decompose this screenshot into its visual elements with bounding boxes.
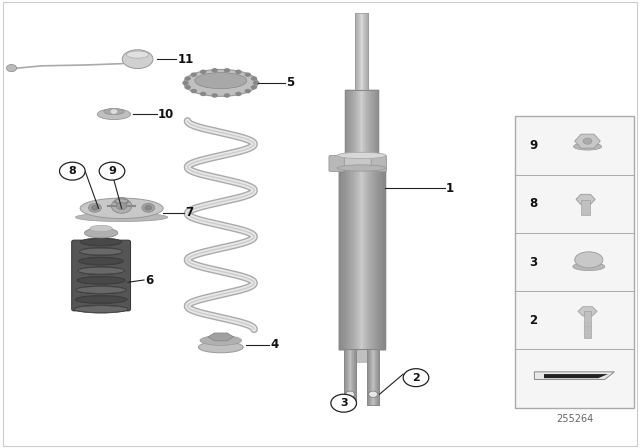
Text: 2: 2 [529, 314, 537, 327]
Circle shape [99, 162, 125, 180]
Circle shape [116, 202, 127, 210]
Ellipse shape [337, 155, 386, 168]
Circle shape [145, 206, 152, 210]
Circle shape [211, 93, 218, 98]
Ellipse shape [75, 296, 127, 304]
Ellipse shape [337, 165, 386, 171]
Ellipse shape [78, 267, 124, 274]
Ellipse shape [90, 225, 113, 232]
Text: 6: 6 [145, 273, 154, 287]
Ellipse shape [76, 213, 168, 222]
Ellipse shape [122, 50, 153, 69]
Circle shape [583, 138, 592, 144]
Text: 4: 4 [271, 338, 279, 352]
Ellipse shape [573, 143, 602, 150]
FancyBboxPatch shape [584, 311, 591, 338]
Text: 8: 8 [68, 166, 76, 176]
Ellipse shape [200, 336, 242, 345]
Ellipse shape [195, 73, 247, 89]
Polygon shape [576, 194, 595, 204]
Circle shape [191, 73, 197, 77]
Circle shape [244, 73, 251, 77]
Text: 10: 10 [158, 108, 174, 121]
FancyBboxPatch shape [581, 200, 590, 215]
Ellipse shape [81, 238, 122, 246]
Text: 9: 9 [529, 139, 537, 152]
Circle shape [118, 199, 125, 204]
FancyBboxPatch shape [515, 116, 634, 408]
Ellipse shape [127, 51, 148, 58]
Ellipse shape [76, 287, 126, 293]
FancyBboxPatch shape [329, 155, 344, 172]
Ellipse shape [76, 286, 126, 294]
Circle shape [236, 92, 242, 96]
Circle shape [88, 203, 101, 212]
Circle shape [142, 203, 155, 212]
Ellipse shape [337, 152, 386, 159]
Circle shape [346, 391, 355, 397]
Circle shape [224, 93, 230, 98]
Circle shape [115, 197, 128, 206]
Circle shape [200, 92, 206, 96]
Polygon shape [578, 307, 597, 316]
Circle shape [369, 391, 378, 397]
Ellipse shape [104, 108, 124, 115]
Ellipse shape [184, 69, 258, 96]
Text: 7: 7 [186, 206, 194, 220]
Circle shape [184, 76, 191, 81]
Circle shape [110, 109, 118, 114]
Circle shape [403, 369, 429, 387]
FancyBboxPatch shape [371, 155, 387, 172]
Ellipse shape [79, 257, 124, 265]
Ellipse shape [74, 306, 128, 313]
Circle shape [251, 85, 257, 90]
FancyBboxPatch shape [344, 349, 379, 363]
Polygon shape [534, 372, 614, 379]
Ellipse shape [79, 258, 124, 264]
Circle shape [60, 162, 85, 180]
Ellipse shape [575, 252, 603, 268]
Ellipse shape [198, 342, 243, 353]
Circle shape [224, 68, 230, 73]
Text: 3: 3 [529, 255, 537, 269]
Text: 255264: 255264 [556, 414, 593, 424]
Circle shape [184, 85, 191, 90]
Ellipse shape [77, 277, 125, 284]
Text: 11: 11 [177, 52, 193, 66]
Ellipse shape [74, 305, 128, 313]
Ellipse shape [77, 276, 125, 284]
Circle shape [200, 69, 206, 74]
Text: 9: 9 [108, 166, 116, 176]
Ellipse shape [80, 248, 122, 255]
Ellipse shape [80, 247, 122, 255]
Circle shape [6, 65, 17, 72]
Text: 2: 2 [412, 373, 420, 383]
Circle shape [111, 199, 132, 213]
Text: 8: 8 [529, 197, 537, 211]
Text: 3: 3 [340, 398, 348, 408]
Circle shape [251, 76, 257, 81]
Circle shape [191, 89, 197, 93]
Ellipse shape [573, 263, 605, 271]
Circle shape [253, 81, 259, 85]
Ellipse shape [75, 296, 127, 303]
FancyBboxPatch shape [72, 240, 131, 311]
Polygon shape [575, 134, 600, 148]
Circle shape [244, 89, 251, 93]
Ellipse shape [78, 267, 124, 275]
Polygon shape [208, 333, 234, 341]
Ellipse shape [81, 238, 122, 246]
Text: 5: 5 [286, 76, 294, 90]
Ellipse shape [97, 109, 131, 120]
Polygon shape [544, 374, 608, 378]
Text: 1: 1 [446, 181, 454, 195]
Ellipse shape [84, 228, 118, 238]
Circle shape [182, 81, 189, 85]
Ellipse shape [80, 198, 163, 219]
Circle shape [211, 68, 218, 73]
Circle shape [92, 206, 98, 210]
Circle shape [236, 69, 242, 74]
Circle shape [331, 394, 356, 412]
